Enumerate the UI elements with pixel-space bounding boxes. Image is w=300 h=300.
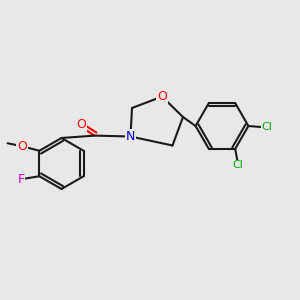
Text: N: N xyxy=(126,130,135,143)
Text: Cl: Cl xyxy=(233,160,244,170)
Text: Cl: Cl xyxy=(262,122,272,133)
Text: F: F xyxy=(17,173,24,186)
Text: O: O xyxy=(76,118,86,131)
Text: O: O xyxy=(157,90,167,103)
Text: O: O xyxy=(17,140,27,153)
